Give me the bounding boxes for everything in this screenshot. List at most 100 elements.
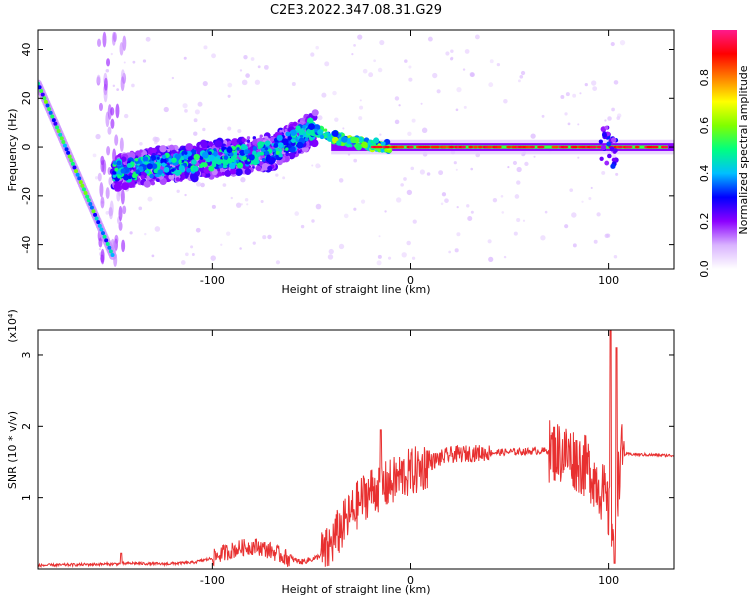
speckle-mark [319, 165, 321, 167]
line-core-mark [88, 202, 92, 206]
speckle-mark [518, 79, 521, 82]
colorbar-ticks: 0.00.20.40.60.8 [698, 69, 711, 278]
speckle-mark [193, 131, 197, 135]
streak-mark [98, 173, 102, 182]
transition-mark [324, 129, 327, 132]
streak-mark [115, 104, 119, 119]
band-mark [141, 175, 145, 179]
speckle-mark [450, 57, 453, 60]
speckle-mark [521, 71, 525, 75]
speckle-mark [184, 109, 188, 113]
line-core-mark [49, 111, 53, 115]
speckle-mark [493, 198, 497, 202]
speckle-mark [185, 252, 189, 256]
band-core-mark [214, 157, 218, 161]
band-mark [235, 168, 243, 176]
band-core-mark [266, 155, 270, 159]
speckle-mark [533, 156, 535, 158]
speckle-mark [470, 72, 475, 77]
flat-peak-mark [592, 146, 597, 148]
band-core-mark [241, 144, 247, 150]
speckle-mark [516, 180, 520, 184]
line-core-mark [44, 100, 48, 104]
band-core-mark [290, 129, 297, 136]
transition-mark [332, 130, 339, 137]
speckle-mark [184, 194, 186, 196]
speckle-mark [395, 120, 400, 125]
line-core-mark [52, 118, 56, 122]
band-mark [156, 178, 160, 182]
band-core-mark [143, 156, 149, 162]
band-mark [247, 139, 251, 143]
band-core-mark [249, 154, 255, 160]
speckle-mark [475, 35, 480, 40]
speckle-mark [93, 154, 97, 158]
band-core-mark [277, 135, 283, 141]
speckle-mark [334, 117, 338, 121]
band-core-mark [199, 164, 203, 168]
speckle-mark [465, 49, 470, 54]
streak-mark [100, 196, 104, 208]
band-core-mark [157, 157, 160, 160]
band-core-mark [256, 154, 259, 157]
band-mark [230, 168, 236, 174]
y-tick-label: -40 [20, 236, 33, 254]
speckle-mark [402, 252, 407, 257]
band-mark [241, 138, 245, 142]
speckle-mark [236, 202, 241, 207]
band-core-mark [258, 146, 261, 149]
speckle-mark [396, 197, 401, 202]
x-tick-label: -100 [200, 274, 225, 287]
transition-mark [355, 144, 362, 151]
band-core-mark [260, 152, 264, 156]
line-core-mark [79, 180, 83, 184]
band-core-mark [224, 155, 229, 160]
speckle-mark [540, 235, 545, 240]
speckle-mark [412, 119, 416, 123]
band-core-mark [223, 164, 227, 168]
band-core-mark [202, 152, 209, 159]
speckle-mark [124, 114, 128, 118]
speckle-mark [378, 255, 382, 259]
flat-peak-mark [497, 146, 502, 148]
speckle-mark [577, 157, 579, 159]
speckle-mark [437, 89, 441, 93]
flat-peak-mark [654, 146, 659, 148]
line-core-mark [68, 155, 72, 159]
band-core-mark [143, 166, 147, 170]
line-core-mark [72, 165, 76, 169]
speckle-mark [131, 84, 135, 88]
spectrogram-x-axis-label: Height of straight line (km) [281, 283, 430, 296]
line-core-mark [55, 125, 59, 129]
speckle-mark [377, 260, 382, 265]
streak-mark [121, 240, 125, 252]
speckle-mark [542, 115, 545, 118]
speckle-mark [420, 169, 425, 174]
speckle-mark [144, 233, 146, 235]
band-core-mark [128, 175, 132, 179]
speckle-mark [182, 103, 187, 108]
streak-mark [120, 42, 124, 55]
speckle-mark [116, 88, 119, 91]
streak-mark [106, 146, 110, 156]
streak-mark [106, 58, 110, 66]
speckle-mark [245, 198, 249, 202]
speckle-mark [168, 138, 171, 141]
line-core-mark [82, 187, 86, 191]
speckle-mark [153, 137, 158, 142]
speckle-mark [292, 82, 296, 86]
band-core-mark [171, 168, 175, 172]
speckle-mark [245, 73, 250, 78]
band-core-mark [261, 148, 265, 152]
speckle-mark [456, 109, 459, 112]
band-mark [293, 122, 298, 127]
band-core-mark [161, 173, 164, 176]
band-core-mark [305, 138, 309, 142]
speckle-mark [442, 192, 446, 196]
band-mark [245, 168, 252, 175]
speckle-mark [379, 133, 381, 135]
band-core-mark [302, 125, 306, 129]
speckle-mark [571, 212, 576, 217]
colorbar-tick-label: 0.2 [698, 212, 711, 230]
speckle-mark [591, 187, 593, 189]
